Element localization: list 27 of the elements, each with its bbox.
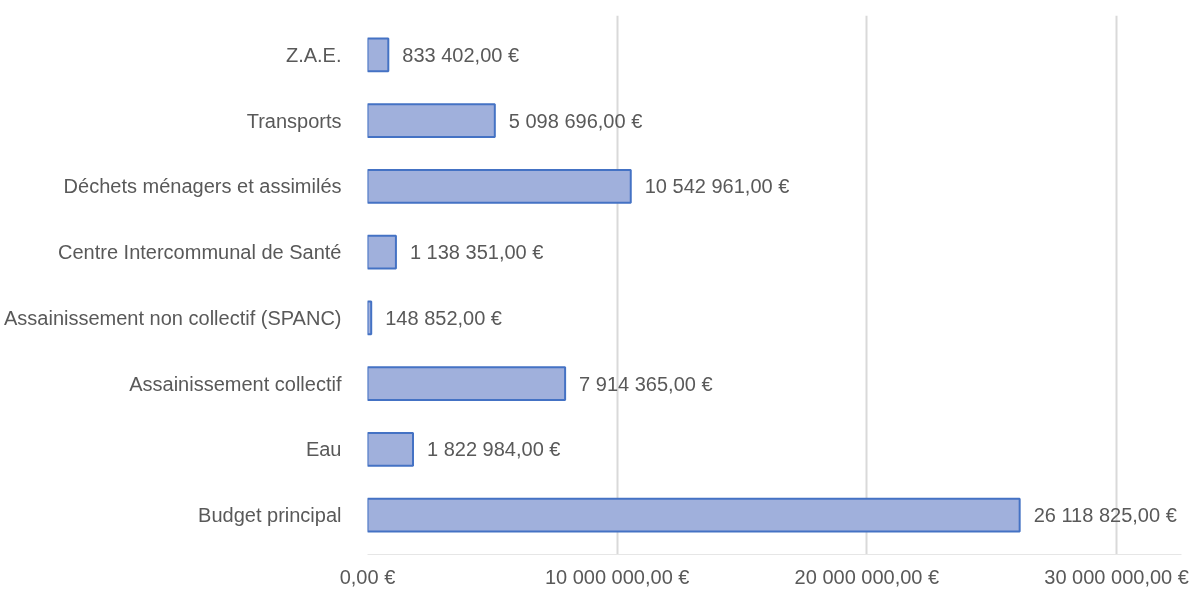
- bar: [367, 366, 567, 402]
- data-label: 1 822 984,00 €: [427, 438, 561, 461]
- y-tick-label: Budget principal: [198, 504, 342, 527]
- y-tick-label: Déchets ménagers et assimilés: [63, 175, 342, 198]
- data-label: 148 852,00 €: [385, 306, 502, 329]
- bar: [367, 234, 397, 270]
- bar: [367, 431, 415, 467]
- data-label: 5 098 696,00 €: [508, 109, 643, 132]
- y-tick-label: Centre Intercommunal de Santé: [58, 241, 342, 264]
- data-label: 7 914 365,00 €: [579, 372, 713, 395]
- x-tick-label: 10 000 000,00 €: [544, 565, 690, 588]
- y-tick-label: Assainissement collectif: [129, 372, 342, 395]
- x-tick-label: 0,00 €: [339, 565, 396, 588]
- x-tick-label: 20 000 000,00 €: [794, 565, 940, 588]
- bar: [367, 37, 390, 73]
- y-tick-label: Transports: [246, 109, 342, 132]
- data-label: 833 402,00 €: [402, 43, 520, 66]
- y-tick-label: Z.A.E.: [285, 43, 342, 66]
- data-label: 26 118 825,00 €: [1033, 504, 1177, 527]
- bar: [367, 168, 632, 204]
- x-tick-label: 30 000 000,00 €: [1044, 565, 1189, 588]
- y-tick-label: Assainissement non collectif (SPANC): [3, 306, 342, 329]
- data-label: 1 138 351,00 €: [409, 241, 544, 264]
- y-tick-label: Eau: [305, 438, 342, 461]
- bar: [367, 103, 496, 139]
- bar: [367, 497, 1021, 533]
- data-label: 10 542 961,00 €: [644, 175, 790, 198]
